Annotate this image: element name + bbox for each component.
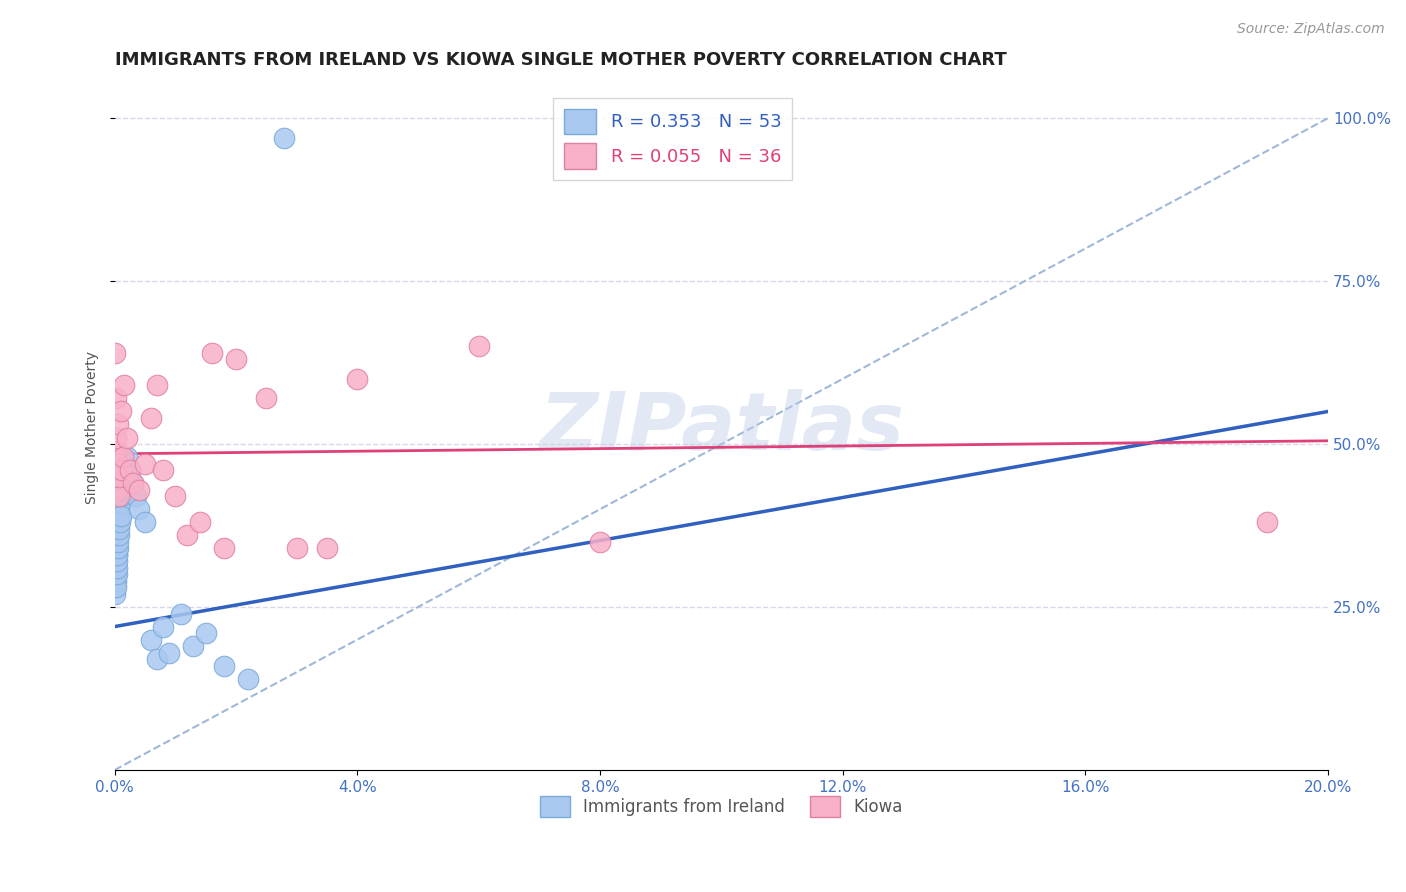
Point [104, 561, 127, 575]
Y-axis label: Single Mother Poverty: Single Mother Poverty [86, 351, 100, 504]
Point [107, 457, 129, 471]
Point [117, 483, 139, 497]
Point [212, 658, 235, 673]
Point [128, 502, 150, 516]
Point [146, 652, 169, 666]
Point [104, 574, 127, 588]
Point [104, 561, 127, 575]
Point [104, 450, 127, 464]
Point [111, 483, 134, 497]
Point [105, 431, 128, 445]
Point [104, 587, 127, 601]
Point [139, 411, 162, 425]
Legend: Immigrants from Ireland, Kiowa: Immigrants from Ireland, Kiowa [533, 789, 910, 823]
Point [108, 489, 131, 503]
Point [105, 443, 128, 458]
Point [285, 541, 308, 556]
Point [104, 567, 127, 582]
Point [183, 639, 205, 653]
Point [105, 567, 128, 582]
Point [108, 496, 131, 510]
Point [108, 522, 131, 536]
Point [105, 541, 128, 556]
Point [121, 476, 143, 491]
Point [111, 476, 134, 491]
Point [104, 574, 127, 588]
Text: IMMIGRANTS FROM IRELAND VS KIOWA SINGLE MOTHER POVERTY CORRELATION CHART: IMMIGRANTS FROM IRELAND VS KIOWA SINGLE … [114, 51, 1007, 69]
Point [254, 392, 277, 406]
Point [110, 489, 132, 503]
Point [134, 516, 156, 530]
Point [134, 457, 156, 471]
Point [108, 469, 131, 483]
Point [107, 417, 129, 432]
Point [467, 339, 489, 353]
Point [139, 632, 162, 647]
Point [225, 352, 247, 367]
Point [346, 372, 368, 386]
Point [115, 450, 138, 464]
Point [188, 516, 211, 530]
Point [105, 554, 128, 568]
Point [118, 463, 141, 477]
Point [589, 534, 612, 549]
Point [104, 581, 127, 595]
Point [107, 541, 129, 556]
Point [201, 346, 224, 360]
Point [118, 463, 141, 477]
Point [112, 450, 135, 464]
Point [112, 378, 135, 392]
Point [114, 469, 136, 483]
Point [157, 646, 180, 660]
Point [107, 528, 129, 542]
Point [110, 404, 132, 418]
Point [107, 522, 129, 536]
Point [104, 450, 127, 464]
Point [107, 528, 129, 542]
Point [194, 626, 217, 640]
Point [121, 476, 143, 491]
Point [107, 516, 129, 530]
Point [176, 528, 198, 542]
Point [152, 619, 174, 633]
Point [105, 534, 128, 549]
Point [105, 581, 128, 595]
Point [107, 534, 129, 549]
Point [146, 378, 169, 392]
Point [212, 541, 235, 556]
Point [105, 567, 128, 582]
Point [165, 489, 187, 503]
Point [111, 463, 134, 477]
Text: ZIPatlas: ZIPatlas [538, 389, 904, 467]
Point [104, 554, 127, 568]
Text: Source: ZipAtlas.com: Source: ZipAtlas.com [1237, 22, 1385, 37]
Point [128, 483, 150, 497]
Point [105, 554, 128, 568]
Point [108, 516, 131, 530]
Point [105, 548, 128, 562]
Point [107, 548, 129, 562]
Point [152, 463, 174, 477]
Point [105, 561, 128, 575]
Point [105, 483, 128, 497]
Point [1256, 516, 1278, 530]
Point [125, 489, 148, 503]
Point [170, 607, 193, 621]
Point [112, 457, 135, 471]
Point [273, 130, 295, 145]
Point [316, 541, 339, 556]
Point [104, 346, 127, 360]
Point [112, 463, 135, 477]
Point [236, 672, 259, 686]
Point [110, 508, 132, 523]
Point [108, 508, 131, 523]
Point [104, 392, 127, 406]
Point [108, 502, 131, 516]
Point [115, 431, 138, 445]
